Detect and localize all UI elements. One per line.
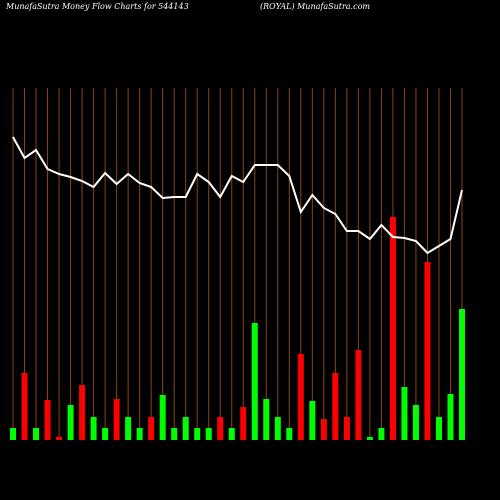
- bar: [228, 428, 235, 440]
- bar: [274, 417, 281, 440]
- bar: [10, 428, 16, 440]
- bar: [412, 405, 419, 440]
- bar: [125, 417, 132, 440]
- bar: [251, 323, 258, 440]
- bar: [389, 217, 396, 440]
- chart-title: MunafaSutra Money Flow Charts for 544143: [5, 2, 189, 11]
- bar: [263, 399, 270, 440]
- bar: [435, 417, 442, 440]
- bar: [113, 399, 120, 440]
- bar: [90, 417, 97, 440]
- bar: [205, 428, 212, 440]
- bar: [320, 419, 327, 440]
- bar: [171, 428, 178, 440]
- bar: [332, 373, 339, 440]
- bar: [102, 428, 109, 440]
- bar: [136, 428, 143, 440]
- bar: [355, 350, 362, 440]
- bar: [194, 428, 201, 440]
- bar: [459, 309, 465, 440]
- bar: [366, 437, 373, 440]
- bar: [447, 394, 454, 440]
- bar: [21, 373, 28, 440]
- bar: [79, 385, 86, 440]
- bar: [343, 417, 350, 440]
- bar: [67, 405, 74, 440]
- bar: [182, 417, 189, 440]
- bar: [33, 428, 40, 440]
- bar: [286, 428, 293, 440]
- bar: [297, 354, 304, 440]
- bar: [309, 401, 316, 440]
- bar: [401, 387, 408, 440]
- bar: [159, 395, 166, 440]
- bar: [240, 407, 247, 440]
- bar: [378, 428, 385, 440]
- bar: [148, 417, 155, 440]
- bar: [44, 400, 51, 440]
- bar: [424, 262, 431, 440]
- money-flow-line: [12, 136, 463, 255]
- chart-subtitle: (ROYAL) MunafaSutra.com: [260, 2, 370, 11]
- bar: [56, 437, 63, 440]
- bar: [217, 417, 224, 440]
